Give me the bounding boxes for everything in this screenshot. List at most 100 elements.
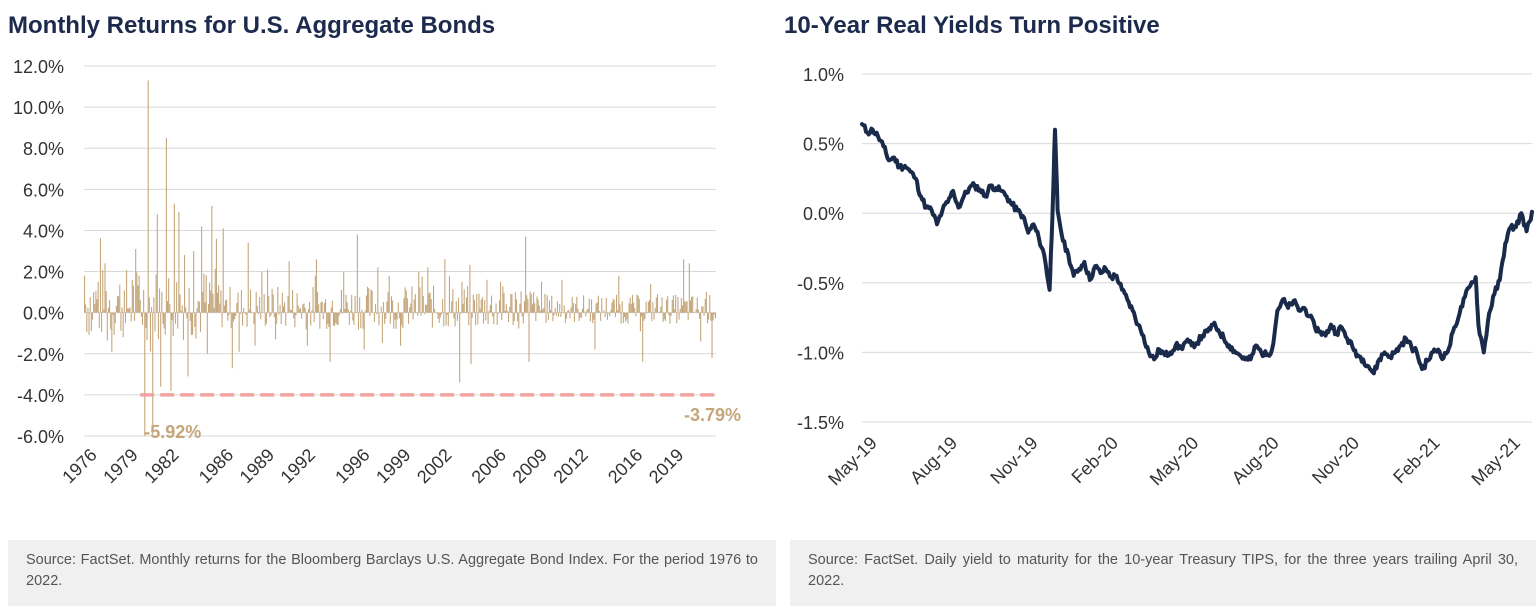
return-bar: [229, 286, 231, 313]
return-bar: [633, 302, 635, 313]
left-source-note: Source: FactSet. Monthly returns for the…: [8, 540, 776, 606]
return-bar: [138, 275, 140, 313]
return-bar: [148, 297, 150, 313]
x-tick-label: 1976: [58, 445, 100, 487]
return-bar: [359, 297, 361, 313]
return-bar: [645, 301, 647, 313]
annotation-min-return: -5.92%: [144, 422, 201, 442]
return-bar: [404, 287, 406, 313]
return-bar: [558, 312, 560, 317]
return-bar: [456, 312, 458, 321]
return-bar: [268, 296, 270, 313]
return-bar: [322, 312, 324, 320]
return-bar: [293, 312, 295, 319]
return-bar: [339, 309, 341, 313]
return-bar: [442, 299, 444, 313]
return-bar: [223, 305, 225, 313]
return-bar: [626, 312, 628, 320]
return-bar: [137, 285, 139, 313]
left-chart-title: Monthly Returns for U.S. Aggregate Bonds: [8, 12, 496, 39]
return-bar: [547, 312, 549, 321]
return-bar: [692, 296, 694, 313]
return-bar: [493, 312, 495, 325]
return-bar: [622, 312, 624, 323]
return-bar: [420, 312, 422, 316]
return-bar: [222, 228, 224, 313]
return-bar: [409, 307, 411, 313]
return-bar: [427, 267, 429, 313]
return-bar: [201, 226, 203, 313]
return-bar: [679, 308, 681, 313]
return-bar: [667, 296, 669, 313]
return-bar: [269, 312, 271, 318]
y-tick-label: 0.0%: [803, 204, 844, 224]
y-tick-label: -1.5%: [797, 413, 844, 433]
return-bar: [204, 302, 206, 313]
x-tick-label: 2016: [604, 445, 646, 487]
left-panel: Monthly Returns for U.S. Aggregate Bonds…: [8, 12, 776, 606]
return-bar: [228, 312, 230, 316]
return-bar: [143, 290, 145, 313]
return-bar: [285, 312, 287, 326]
return-bar: [332, 312, 335, 326]
return-bar: [678, 312, 680, 320]
return-bar: [151, 307, 153, 313]
return-bar: [166, 301, 169, 313]
return-bar: [605, 297, 607, 313]
return-bar: [650, 283, 652, 313]
return-bar: [519, 303, 521, 313]
return-bar: [146, 312, 148, 341]
return-bar: [431, 312, 433, 328]
return-bar: [107, 307, 109, 313]
return-bar: [180, 310, 182, 313]
return-bar: [421, 276, 423, 313]
return-bar: [469, 264, 471, 313]
return-bar: [696, 297, 698, 313]
return-bar: [155, 274, 157, 313]
return-bar: [239, 312, 241, 315]
return-bar: [345, 294, 347, 313]
return-bar: [264, 312, 266, 326]
return-bar: [352, 312, 354, 321]
return-bar: [101, 312, 103, 332]
return-bar: [297, 305, 299, 313]
return-bar: [380, 306, 382, 313]
return-bar: [131, 279, 133, 313]
return-bar: [593, 312, 595, 320]
return-bar: [240, 289, 242, 313]
y-tick-label: 12.0%: [13, 57, 64, 77]
return-bar: [392, 300, 394, 313]
return-bar: [714, 312, 716, 319]
y-tick-label: 0.5%: [803, 135, 844, 155]
return-bar: [476, 294, 478, 313]
return-bar: [242, 312, 244, 326]
return-bar: [635, 312, 637, 317]
return-bar: [472, 294, 474, 313]
return-bar: [526, 295, 528, 313]
return-bar: [556, 301, 558, 313]
return-bar: [152, 312, 154, 435]
return-bar: [434, 308, 436, 313]
return-bar: [451, 301, 453, 313]
return-bar: [351, 294, 353, 313]
x-tick-label: Nov-19: [986, 433, 1041, 488]
return-bar: [260, 312, 262, 320]
return-bar: [600, 312, 602, 321]
return-bar: [86, 312, 88, 333]
return-bar: [294, 312, 296, 328]
return-bar: [565, 312, 568, 319]
return-bar: [235, 312, 237, 316]
return-bar: [197, 300, 199, 313]
return-bar: [259, 297, 261, 313]
return-bar: [267, 269, 269, 313]
return-bar: [303, 303, 305, 313]
y-tick-label: -0.5%: [797, 274, 844, 294]
return-bar: [313, 312, 315, 323]
return-bar: [169, 304, 171, 313]
return-bar: [190, 312, 192, 336]
return-bar: [418, 271, 420, 313]
return-bar: [302, 304, 304, 313]
return-bar: [634, 308, 636, 313]
x-tick-label: Feb-20: [1068, 433, 1122, 487]
return-bar: [609, 312, 611, 317]
